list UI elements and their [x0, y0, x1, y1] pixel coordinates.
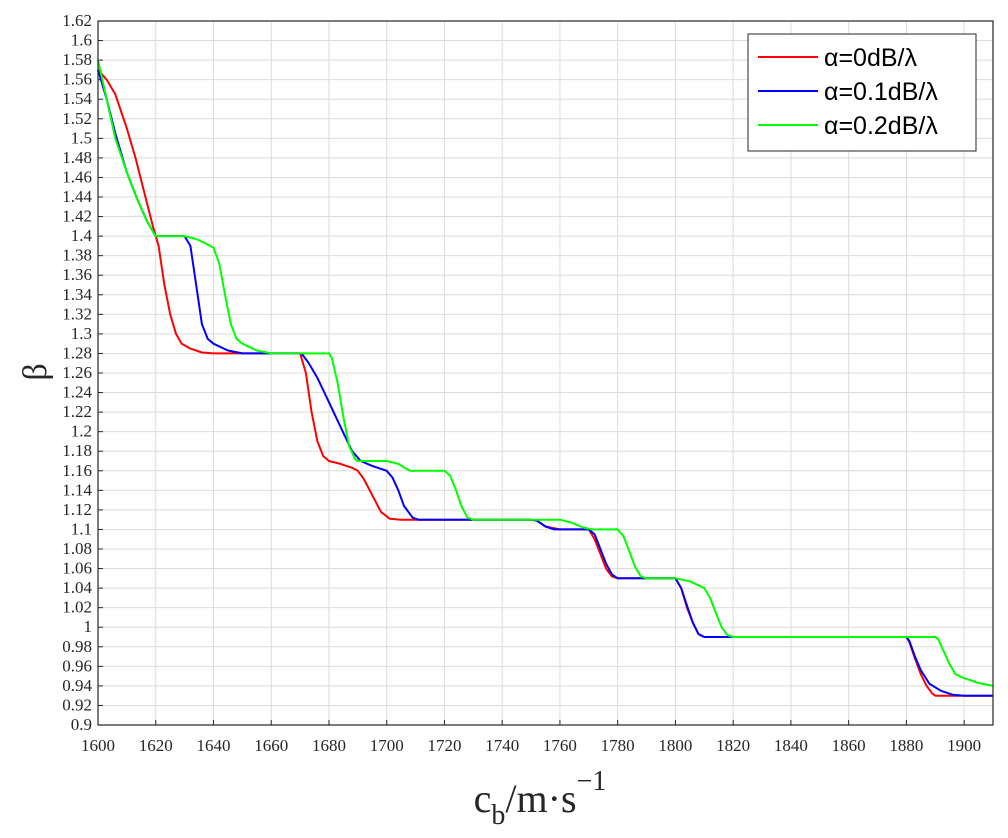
- y-tick-label: 1.58: [62, 50, 92, 69]
- y-tick-label: 1.04: [62, 578, 92, 597]
- y-tick-label: 1.1: [71, 519, 92, 538]
- x-tick-label: 1900: [947, 736, 981, 755]
- y-tick-label: 1.12: [62, 500, 92, 519]
- y-tick-label: 1.38: [62, 246, 92, 265]
- y-tick-label: 1: [84, 617, 93, 636]
- x-tick-label: 1620: [139, 736, 173, 755]
- y-tick-label: 1.5: [71, 128, 92, 147]
- y-tick-label: 1.06: [62, 559, 92, 578]
- y-tick-label: 1.18: [62, 441, 92, 460]
- x-tick-label: 1720: [427, 736, 461, 755]
- x-tick-label: 1780: [601, 736, 635, 755]
- y-tick-label: 1.26: [62, 363, 92, 382]
- legend-label-3: α=0.2dB/λ: [824, 112, 938, 140]
- x-tick-label: 1860: [832, 736, 866, 755]
- y-tick-label: 1.16: [62, 461, 92, 480]
- y-tick-label: 1.48: [62, 148, 92, 167]
- y-tick-label: 1.56: [62, 70, 92, 89]
- legend-box: [747, 33, 977, 152]
- series-line-2: [97, 69, 993, 697]
- x-axis-label-base: c: [474, 776, 492, 821]
- x-axis-label-superscript: −1: [577, 766, 607, 797]
- y-tick-label: 0.94: [62, 676, 92, 695]
- x-tick-labels: 1600 1620 1640 1660 1680 1700 1720 1740 1760 1780…: [81, 736, 981, 755]
- y-tick-label: 1.02: [62, 598, 92, 617]
- legend: α=0dB/λ α=0.1dB/λ α=0.2dB/λ: [747, 33, 977, 152]
- y-tick-label: 0.98: [62, 637, 92, 656]
- y-tick-label: 1.54: [62, 89, 92, 108]
- series-line-3: [97, 59, 994, 687]
- y-tick-label: 0.92: [62, 695, 92, 714]
- y-tick-label: 1.46: [62, 167, 92, 186]
- x-tick-label: 1840: [774, 736, 808, 755]
- y-tick-label: 0.96: [62, 656, 92, 675]
- y-tick-label: 1.24: [62, 383, 92, 402]
- x-tick-label: 1800: [658, 736, 692, 755]
- x-tick-label: 1880: [889, 736, 923, 755]
- y-tick-label: 1.44: [62, 187, 92, 206]
- y-tick-label: 1.32: [62, 304, 92, 323]
- y-tick-label: 1.62: [62, 11, 92, 30]
- y-axis-label: β: [17, 363, 54, 380]
- x-tick-label: 1640: [196, 736, 230, 755]
- plot-frame: [97, 20, 994, 726]
- y-tick-label: 1.34: [62, 285, 92, 304]
- y-tick-label: 1.6: [71, 31, 92, 50]
- y-tick-label: 1.36: [62, 265, 92, 284]
- y-tick-labels: 0.90.920.940.960.9811.021.041.061.081.11…: [62, 11, 92, 734]
- x-tick-label: 1760: [543, 736, 577, 755]
- x-tick-label: 1700: [370, 736, 404, 755]
- y-tick-label: 1.08: [62, 539, 92, 558]
- legend-label-1: α=0dB/λ: [824, 44, 917, 72]
- x-tick-label: 1740: [485, 736, 519, 755]
- y-tick-label: 1.22: [62, 402, 92, 421]
- x-axis-label: cb/m·s−1: [474, 766, 607, 831]
- legend-label-2: α=0.1dB/λ: [824, 78, 938, 106]
- y-tick-label: 1.3: [71, 324, 92, 343]
- y-tick-label: 1.52: [62, 109, 92, 128]
- y-tick-label: 1.14: [62, 480, 92, 499]
- x-tick-label: 1680: [312, 736, 346, 755]
- y-tick-label: 1.28: [62, 343, 92, 362]
- x-axis-label-units: /m·s: [505, 776, 576, 821]
- series-lines: [97, 59, 994, 697]
- x-tick-label: 1600: [81, 736, 115, 755]
- y-tick-label: 1.42: [62, 207, 92, 226]
- x-tick-label: 1820: [716, 736, 750, 755]
- x-tick-label: 1660: [254, 736, 288, 755]
- x-axis-label-subscript: b: [491, 800, 505, 831]
- y-tick-label: 1.2: [71, 422, 92, 441]
- y-tick-label: 1.4: [71, 226, 93, 245]
- y-tick-label: 0.9: [71, 715, 92, 734]
- series-line-1: [97, 69, 993, 697]
